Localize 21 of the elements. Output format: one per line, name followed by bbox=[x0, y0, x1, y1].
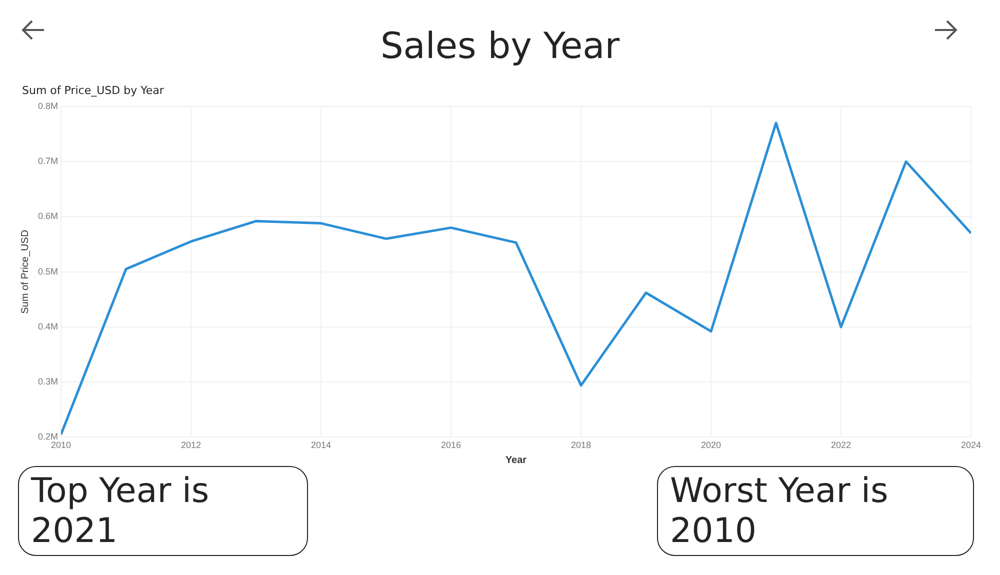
chart-title: Sales by Year bbox=[379, 26, 621, 67]
x-tick-label: 2010 bbox=[50, 440, 72, 450]
y-axis-title: Sum of Price_USD bbox=[20, 230, 31, 314]
y-tick-label: 0.2M bbox=[38, 432, 58, 442]
y-tick-label: 0.6M bbox=[38, 211, 58, 222]
text: Top Year is 2021 bbox=[18, 466, 308, 556]
x-tick-label: 2012 bbox=[180, 440, 202, 450]
x-tick-label: 2016 bbox=[440, 440, 462, 450]
y-tick-label: 0.5M bbox=[38, 266, 58, 276]
x-tick-label: 2014 bbox=[310, 440, 332, 450]
y-tick-label: 0.8M bbox=[38, 100, 58, 111]
y-tick-label: 0.4M bbox=[38, 321, 58, 332]
x-axis-title: Year bbox=[505, 454, 527, 466]
x-tick-label: 2018 bbox=[570, 440, 592, 450]
x-tick-label: 2020 bbox=[700, 440, 722, 450]
x-tick-label: 2022 bbox=[830, 440, 852, 450]
y-tick-label: 0.3M bbox=[38, 376, 58, 387]
y-tick-label: 0.7M bbox=[38, 156, 58, 166]
text: Worst Year is 2010 bbox=[657, 466, 974, 556]
chart-subtitle: Sum of Price_USD by Year bbox=[22, 84, 164, 97]
x-tick-label: 2024 bbox=[960, 440, 982, 450]
